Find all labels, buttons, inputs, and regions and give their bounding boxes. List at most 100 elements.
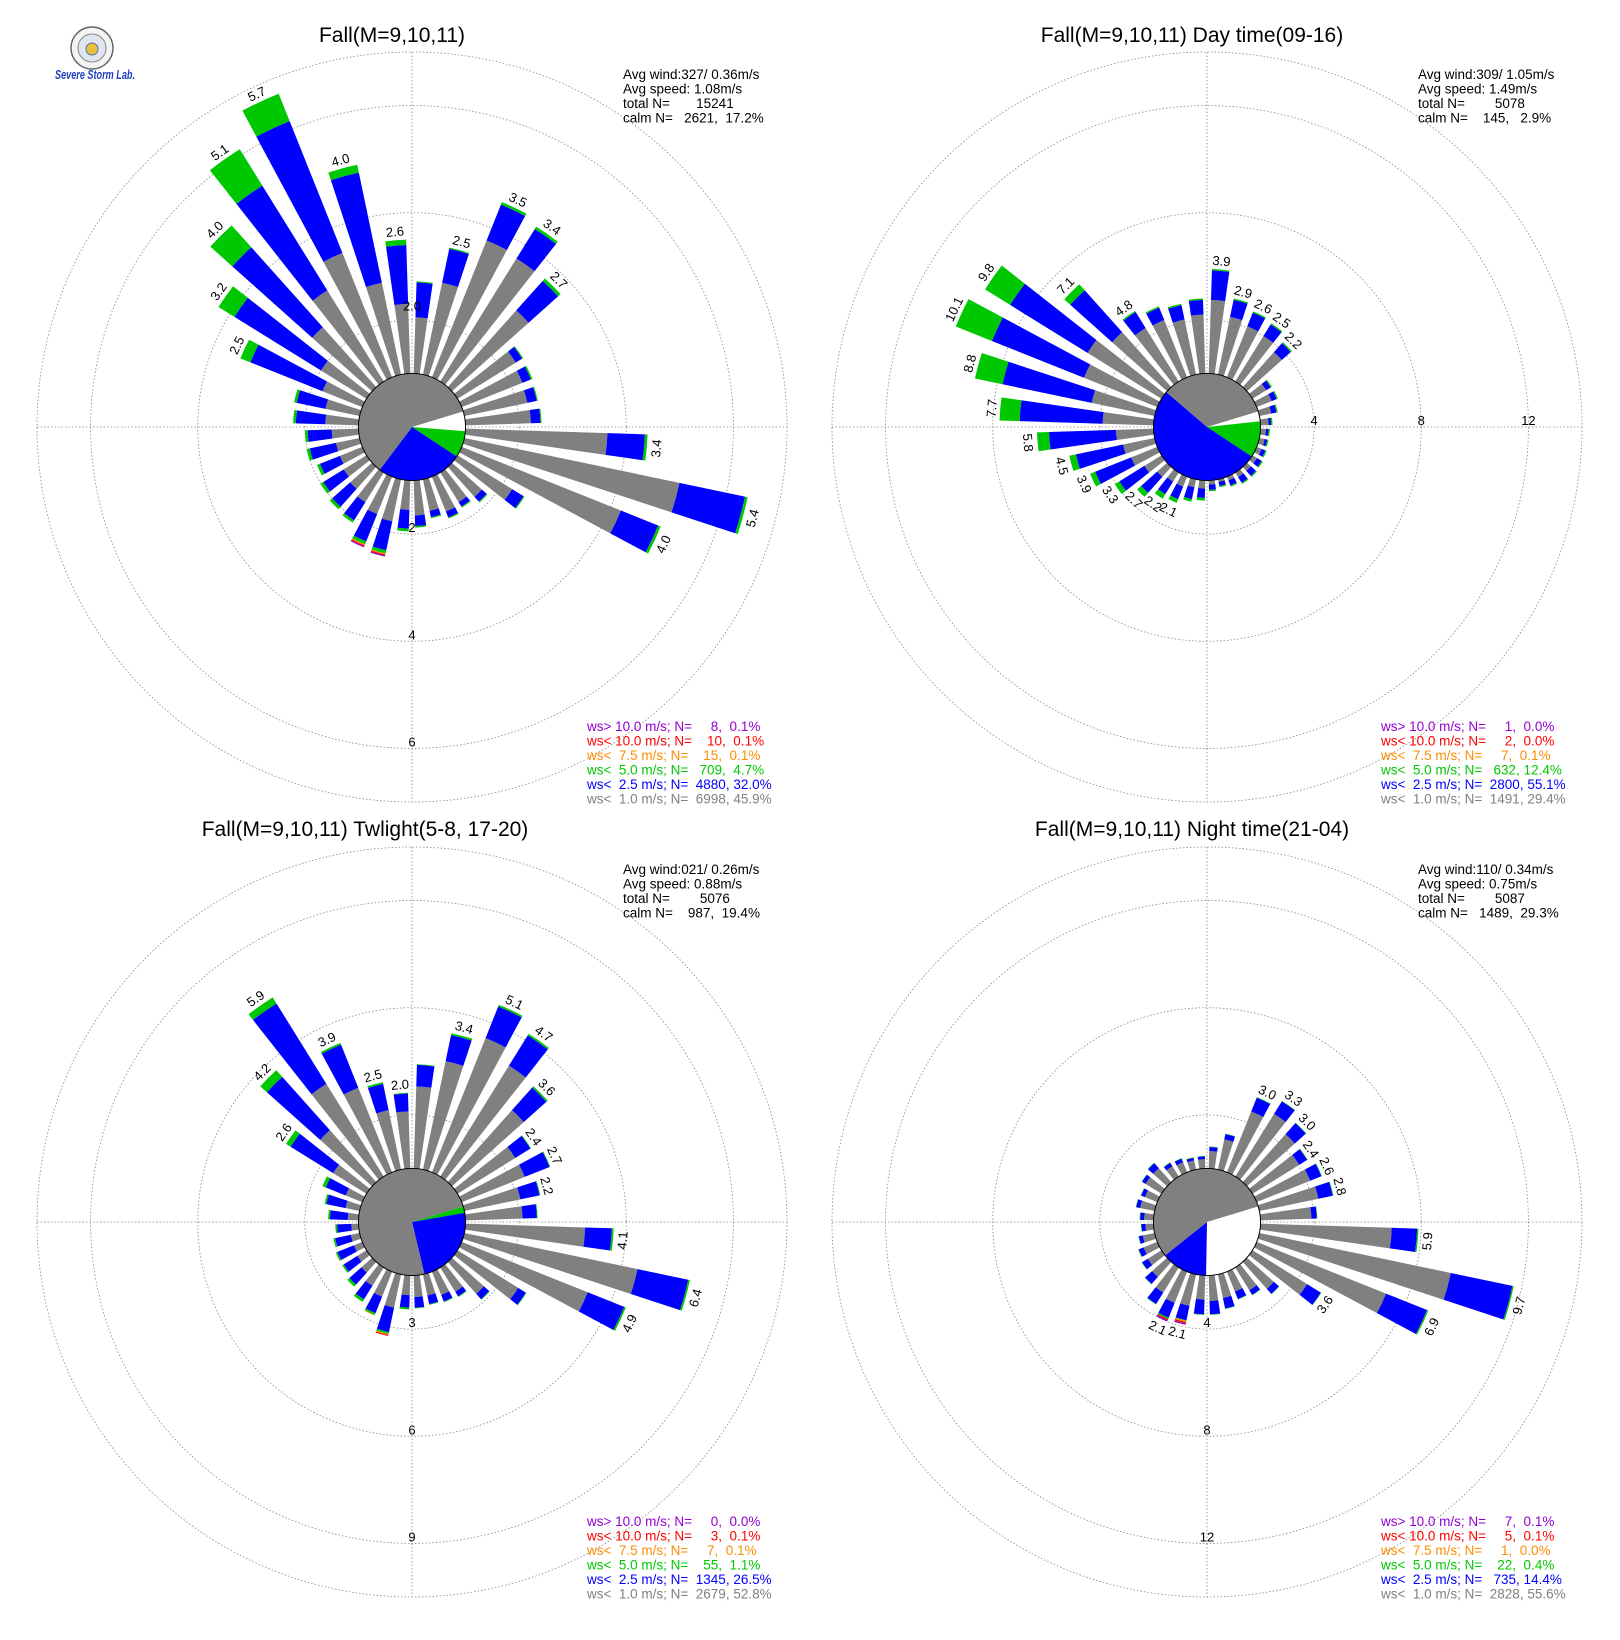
bar-segment-lt5 xyxy=(521,1135,531,1149)
bar-segment-lt2_5 xyxy=(1228,477,1237,486)
bar-segment-lt1 xyxy=(1087,340,1165,399)
bar-segment-lt5 xyxy=(316,463,325,476)
stat-line: total N= 5076 xyxy=(623,891,730,906)
bar-segment-lt1 xyxy=(413,317,428,374)
legend-entry: ws> 10.0 m/s; N= 1, 0.0% xyxy=(1380,719,1554,734)
bar-segment-lt2_5 xyxy=(376,1305,395,1333)
ring-label: 2 xyxy=(408,520,415,535)
bar-segment-lt2_5 xyxy=(349,1267,367,1285)
calm-pie-lt2_5 xyxy=(412,1212,466,1275)
bar-label: 2.1 xyxy=(1157,499,1180,520)
bar-segment-lt2_5 xyxy=(1183,485,1195,500)
bar-segment-lt2_5 xyxy=(252,1003,327,1095)
bar-segment-lt1 xyxy=(1208,1275,1219,1301)
bar-segment-lt5 xyxy=(364,1308,376,1315)
bar-label: 2.6 xyxy=(385,223,404,240)
bar-segment-lt1 xyxy=(1249,1154,1300,1194)
bar-segment-lt5 xyxy=(1197,1155,1205,1158)
bar-segment-lt5 xyxy=(1225,1305,1235,1310)
legend-entry: ws< 7.5 m/s; N= 1, 0.0% xyxy=(1380,1543,1551,1558)
bar-segment-lt2_5 xyxy=(307,429,333,442)
bar-segment-lt5 xyxy=(1315,1206,1318,1219)
bar-segment-lt1 xyxy=(1249,383,1267,399)
bar-segment-lt2_5 xyxy=(250,344,328,392)
windrose-panel: 3.92.92.62.52.22.12.22.73.33.94.55.87.78… xyxy=(831,24,1583,807)
bar-segment-lt2_5 xyxy=(1238,473,1248,483)
bar-segment-lt5 xyxy=(1219,484,1227,488)
bar-segment-lt2_5 xyxy=(1148,1163,1159,1174)
bar-segment-lt1 xyxy=(1176,474,1188,487)
bar-segment-lt1 xyxy=(462,1187,521,1212)
bar-segment-lt5 xyxy=(1167,303,1182,309)
bar-segment-lt5 xyxy=(1157,1312,1169,1319)
bar-segment-lt5 xyxy=(535,1204,538,1219)
bar-segment-lt5 xyxy=(1270,417,1273,425)
bar-segment-lt5 xyxy=(333,1238,338,1248)
bar-segment-lt5 xyxy=(680,1279,690,1311)
stat-line: Avg speed: 1.08m/s xyxy=(623,82,742,97)
bar-segment-lt2_5 xyxy=(671,482,745,534)
calm-pie-outline xyxy=(1152,1167,1262,1277)
bar-segment-lt5 xyxy=(1114,481,1126,495)
bar-segment-lt1 xyxy=(465,1206,523,1221)
calm-pie-lt2_5 xyxy=(379,427,457,481)
bar-segment-lt2_5 xyxy=(1389,1227,1418,1252)
ring-label: 4 xyxy=(408,627,415,642)
bar-segment-lt5 xyxy=(1265,379,1272,388)
bar-segment-lt5 xyxy=(342,513,355,523)
bar-segment-lt1 xyxy=(343,1087,393,1175)
bar-segment-lt1 xyxy=(1217,477,1225,483)
panel-title: Fall(M=9,10,11) Night time(21-04) xyxy=(1035,818,1349,841)
bar-segment-lt2_5 xyxy=(1315,1181,1333,1199)
bar-segment-lt5 xyxy=(335,1224,338,1233)
bar-segment-lt5 xyxy=(1230,482,1238,487)
bar-segment-lt1 xyxy=(1187,477,1197,488)
bar-segment-lt1 xyxy=(1249,1250,1308,1295)
bar-segment-lt1 xyxy=(1260,418,1269,426)
bar-segment-lt5 xyxy=(478,493,488,503)
logo-text: Severe Storm Lab. xyxy=(55,67,135,82)
bar-segment-lt1 xyxy=(339,446,365,464)
bar-segment-lt5 xyxy=(449,247,470,254)
bar-segment-lt1 xyxy=(1257,1232,1451,1300)
bar-label: 8.8 xyxy=(960,353,979,374)
bar-label: 9.7 xyxy=(1509,1295,1528,1316)
bar-segment-lt1 xyxy=(1157,462,1172,477)
bar-segment-lt2_5 xyxy=(516,228,557,272)
bar-segment-lt2_5 xyxy=(516,366,531,383)
bar-segment-lt2_5 xyxy=(1141,471,1163,493)
windrose-panel: 2.53.53.42.73.45.44.02.53.24.05.15.74.02… xyxy=(36,24,788,807)
bar-segment-lt5 xyxy=(430,514,442,519)
bar-segment-lt5 xyxy=(1256,1097,1271,1104)
bar-segment-lt7_5 xyxy=(1175,1317,1187,1323)
bar-segment-lt5 xyxy=(609,1228,614,1251)
legend-entry: ws> 10.0 m/s; N= 0, 0.0% xyxy=(586,1514,760,1529)
bar-segment-lt2_5 xyxy=(504,489,524,509)
bar-segment-lt2_5 xyxy=(605,433,645,461)
stat-line: Avg wind:309/ 1.05m/s xyxy=(1418,67,1555,82)
bar-segment-lt1 xyxy=(1198,480,1206,489)
bar-segment-lt2_5 xyxy=(429,508,441,518)
bar-segment-lt1 xyxy=(1242,1134,1295,1187)
ring-label: 4 xyxy=(1311,413,1318,428)
bar-segment-lt2_5 xyxy=(1274,1101,1295,1123)
bar-segment-lt5 xyxy=(1262,450,1267,458)
bar-segment-lt1 xyxy=(462,390,528,417)
bar-segment-lt5 xyxy=(645,525,661,554)
bar-segment-lt5 xyxy=(461,500,471,508)
bar-segment-lt5 xyxy=(1183,496,1192,502)
bar-segment-lt1 xyxy=(353,1241,365,1252)
bar-segment-lt7_5 xyxy=(371,549,386,555)
bar-segment-lt1 xyxy=(459,446,621,534)
legend-entry: ws< 1.0 m/s; N= 1491, 29.4% xyxy=(1380,792,1566,807)
bar-segment-lt2_5 xyxy=(332,482,357,507)
bar-segment-lt2_5 xyxy=(1261,380,1271,391)
bar-segment-lt2_5 xyxy=(335,1234,353,1247)
bar-segment-lt1 xyxy=(361,1257,377,1273)
bar-segment-lt1 xyxy=(1166,1166,1179,1180)
bar-segment-lt2_5 xyxy=(372,518,393,551)
bar-segment-lt2_5 xyxy=(1268,391,1277,402)
bar-segment-lt2_5 xyxy=(1145,1271,1158,1284)
legend-entry: ws< 2.5 m/s; N= 2800, 55.1% xyxy=(1380,777,1566,792)
bar-segment-lt5 xyxy=(513,346,524,359)
